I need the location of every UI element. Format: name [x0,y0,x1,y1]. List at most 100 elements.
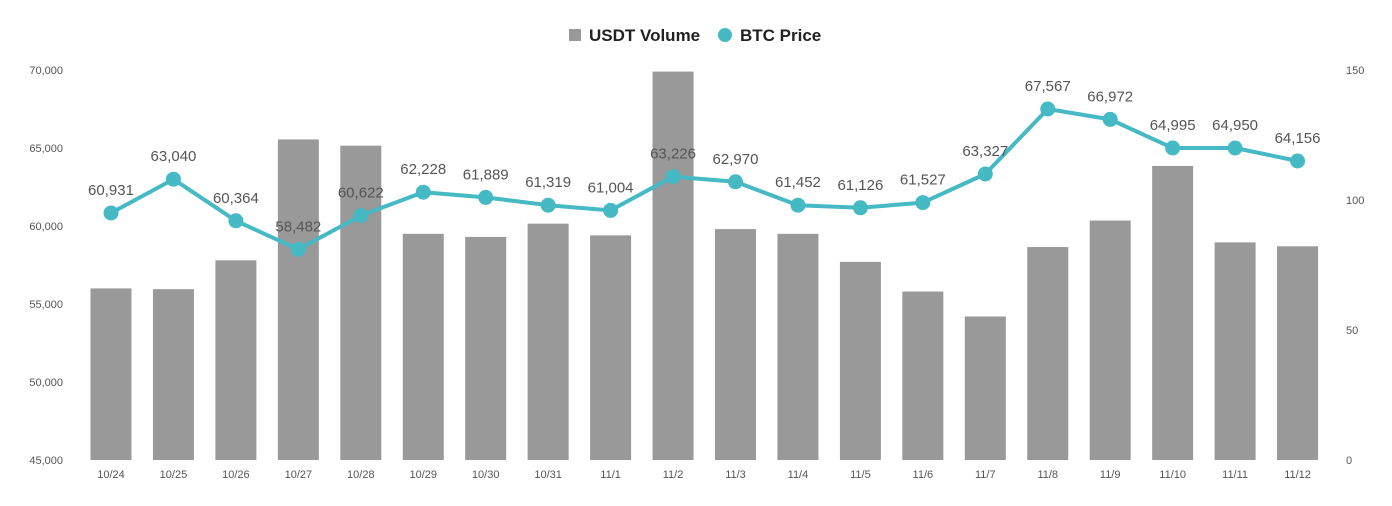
btc-price-point [915,195,931,211]
btc-price-point [852,200,868,216]
btc-price-point [478,189,494,205]
x-axis-tick-label: 11/11 [1222,469,1248,481]
btc-price-point [728,174,743,190]
btc-price-data-label: 60,622 [338,185,384,202]
btc-price-line: 60,931 63,040 60,364 58,482 60,622 62,228 61,8… [88,78,1320,257]
btc-price-point [290,241,306,257]
volume-bar [902,291,944,460]
right-axis-tick-label: 100 [1346,195,1364,207]
x-axis-tick-label: 11/4 [788,469,809,481]
x-axis-tick-label: 11/9 [1100,469,1121,481]
btc-price-data-label: 67,567 [1025,78,1071,95]
x-axis-tick-label: 11/10 [1159,469,1186,481]
volume-bar [1214,242,1256,460]
btc-price-data-label: 63,226 [650,146,696,163]
btc-price-data-label: 63,327 [962,143,1008,160]
btc-price-data-label: 62,970 [713,151,759,168]
btc-price-point [790,197,806,213]
volume-bar [152,289,194,460]
volume-bar [1089,220,1131,460]
volume-bar [777,233,819,460]
btc-price-point [353,208,369,224]
x-axis-tick-label: 11/12 [1284,469,1311,481]
btc-price-point [540,197,556,213]
right-axis-tick-label: 0 [1346,455,1352,467]
btc-price-point [977,166,993,182]
btc-price-data-label: 64,156 [1275,130,1321,147]
x-axis: 10/24 10/25 10/26 10/27 10/28 10/29 10/30 10/31… [97,469,1311,481]
left-axis-tick-label: 70,000 [29,65,63,77]
volume-bar [277,139,319,461]
x-axis-tick-label: 11/6 [913,469,934,481]
x-axis-tick-label: 10/30 [472,469,500,481]
x-axis-tick-label: 10/24 [97,469,125,481]
btc-price-data-label: 61,126 [837,177,883,194]
x-axis-tick-label: 11/2 [663,469,684,481]
btc-price-data-label: 66,972 [1087,88,1133,105]
left-y-axis: 70,000 65,000 60,000 55,000 50,000 45,000 [29,65,63,467]
btc-price-data-label: 60,931 [88,182,134,199]
left-axis-tick-label: 65,000 [29,143,63,155]
btc-price-data-label: 62,228 [400,161,446,178]
legend-btc-price-swatch [718,28,732,42]
btc-price-data-label: 58,482 [275,218,321,235]
x-axis-tick-label: 10/26 [222,469,250,481]
volume-bar [1277,246,1319,460]
volume-bars [90,71,1319,461]
x-axis-tick-label: 10/27 [285,469,313,481]
btc-price-point [165,171,181,187]
btc-price-data-label: 64,950 [1212,117,1258,134]
volume-bar [527,223,569,460]
btc-price-point [1165,140,1181,156]
volume-bar [465,236,507,460]
btc-price-data-label: 61,527 [900,172,946,189]
left-axis-tick-label: 55,000 [29,299,63,311]
btc-price-data-label: 61,889 [463,166,509,183]
volume-bar [215,260,257,460]
right-y-axis: 150 100 50 0 [1346,65,1364,467]
volume-bar [839,261,881,460]
right-axis-tick-label: 50 [1346,325,1358,337]
volume-bar [1027,247,1069,460]
btc-price-point [665,169,681,185]
volume-bar [402,233,444,460]
volume-bar [715,229,756,460]
x-axis-tick-label: 10/25 [160,469,188,481]
x-axis-tick-label: 11/1 [600,469,621,481]
btc-price-point [1227,140,1243,156]
btc-price-data-label: 60,364 [213,190,259,207]
btc-price-data-label: 63,040 [151,148,197,165]
left-axis-tick-label: 45,000 [29,455,63,467]
btc-price-point [1290,153,1306,169]
x-axis-tick-label: 11/3 [725,469,746,481]
legend-usdt-volume-swatch [569,29,581,41]
volume-bar [1152,165,1194,460]
btc-price-data-label: 61,004 [588,179,634,196]
btc-price-point [103,205,119,221]
x-axis-tick-label: 11/5 [850,469,871,481]
btc-price-point [1102,111,1118,127]
x-axis-tick-label: 10/28 [347,469,375,481]
btc-price-point [1040,101,1056,117]
volume-bar [90,288,132,460]
x-axis-tick-label: 11/8 [1037,469,1058,481]
legend-usdt-volume-label: USDT Volume [589,26,700,45]
btc-price-data-label: 61,319 [525,174,571,191]
btc-price-data-label: 61,452 [775,174,821,191]
btc-price-data-label: 64,995 [1150,117,1196,134]
left-axis-tick-label: 60,000 [29,221,63,233]
btc-price-point [603,202,619,218]
volume-bar [590,235,632,460]
volume-bar [652,71,694,460]
btc-price-point [228,213,244,229]
x-axis-tick-label: 10/31 [534,469,562,481]
btc-price-line-path [110,107,1298,252]
right-axis-tick-label: 150 [1346,65,1364,77]
volume-bar [964,316,1006,460]
x-axis-tick-label: 11/7 [975,469,996,481]
legend-btc-price-label: BTC Price [740,26,821,45]
x-axis-tick-label: 10/29 [409,469,437,481]
btc-price-point [415,184,431,200]
left-axis-tick-label: 50,000 [29,377,63,389]
